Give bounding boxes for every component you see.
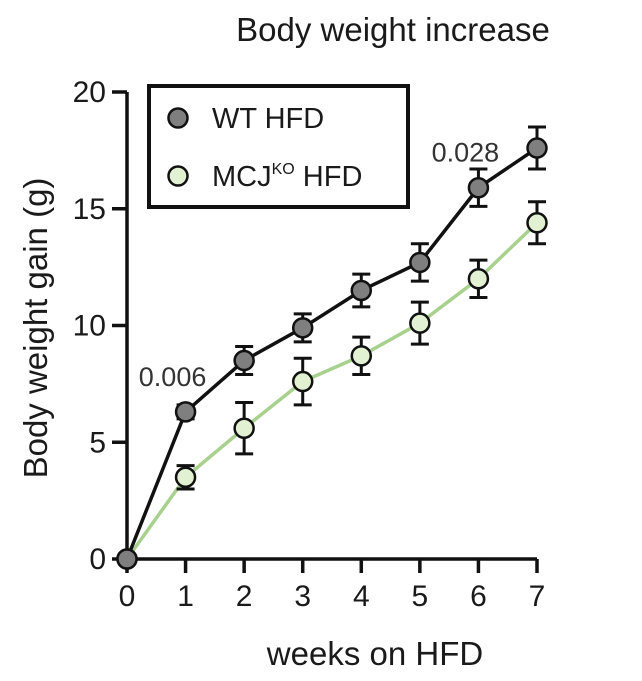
series-line-0: [125, 146, 538, 560]
chart-title: Body weight increase: [236, 11, 550, 48]
series-line-1: [125, 221, 539, 561]
legend-box: [147, 84, 410, 209]
data-point-series-0: [116, 548, 138, 570]
legend-superscript: KO: [272, 161, 295, 178]
x-axis: 0 1 2 3 4 5 6 7: [119, 557, 546, 613]
data-point-series-0: [526, 137, 548, 159]
data-point-series-0: [174, 401, 197, 423]
x-tick-label: 4: [353, 580, 370, 613]
plot-area: [116, 125, 548, 570]
data-point-series-0: [467, 176, 490, 199]
x-tick-label: 5: [412, 580, 429, 613]
data-point-series-0: [350, 279, 373, 302]
data-point-series-1: [233, 417, 255, 439]
p-value-label: 0.006: [139, 362, 207, 392]
x-tick-label: 2: [236, 580, 253, 613]
data-point-series-1: [291, 370, 314, 393]
data-point-series-0: [233, 349, 255, 372]
x-tick-label: 0: [119, 580, 136, 613]
x-tick-label: 7: [529, 580, 546, 613]
data-point-series-1: [174, 466, 197, 489]
x-tick-label: 3: [294, 580, 311, 613]
legend-label-0: WT HFD: [212, 103, 324, 135]
annotations: 0.006 0.028: [139, 138, 499, 392]
y-tick-label: 5: [89, 426, 106, 459]
data-point-series-1: [526, 212, 548, 234]
y-axis: 0 5 10 15 20: [73, 76, 129, 576]
data-point-series-1: [409, 312, 431, 334]
data-point-series-1: [350, 345, 373, 367]
y-tick-label: 15: [73, 193, 106, 226]
y-tick-label: 0: [89, 543, 106, 576]
x-tick-label: 6: [470, 580, 487, 613]
data-point-series-0: [291, 317, 314, 339]
x-tick-label: 1: [177, 580, 194, 613]
y-tick-label: 10: [73, 310, 106, 343]
data-point-series-1: [467, 268, 490, 290]
y-axis-title: Body weight gain (g): [17, 178, 54, 479]
p-value-label: 0.028: [432, 138, 500, 168]
legend-suffix: HFD: [295, 161, 363, 193]
y-tick-label: 20: [73, 76, 106, 109]
legend-marker-0: [167, 107, 189, 129]
data-point-series-0: [409, 251, 431, 274]
legend-marker-1: [167, 165, 189, 187]
x-axis-title: weeks on HFD: [266, 635, 483, 672]
